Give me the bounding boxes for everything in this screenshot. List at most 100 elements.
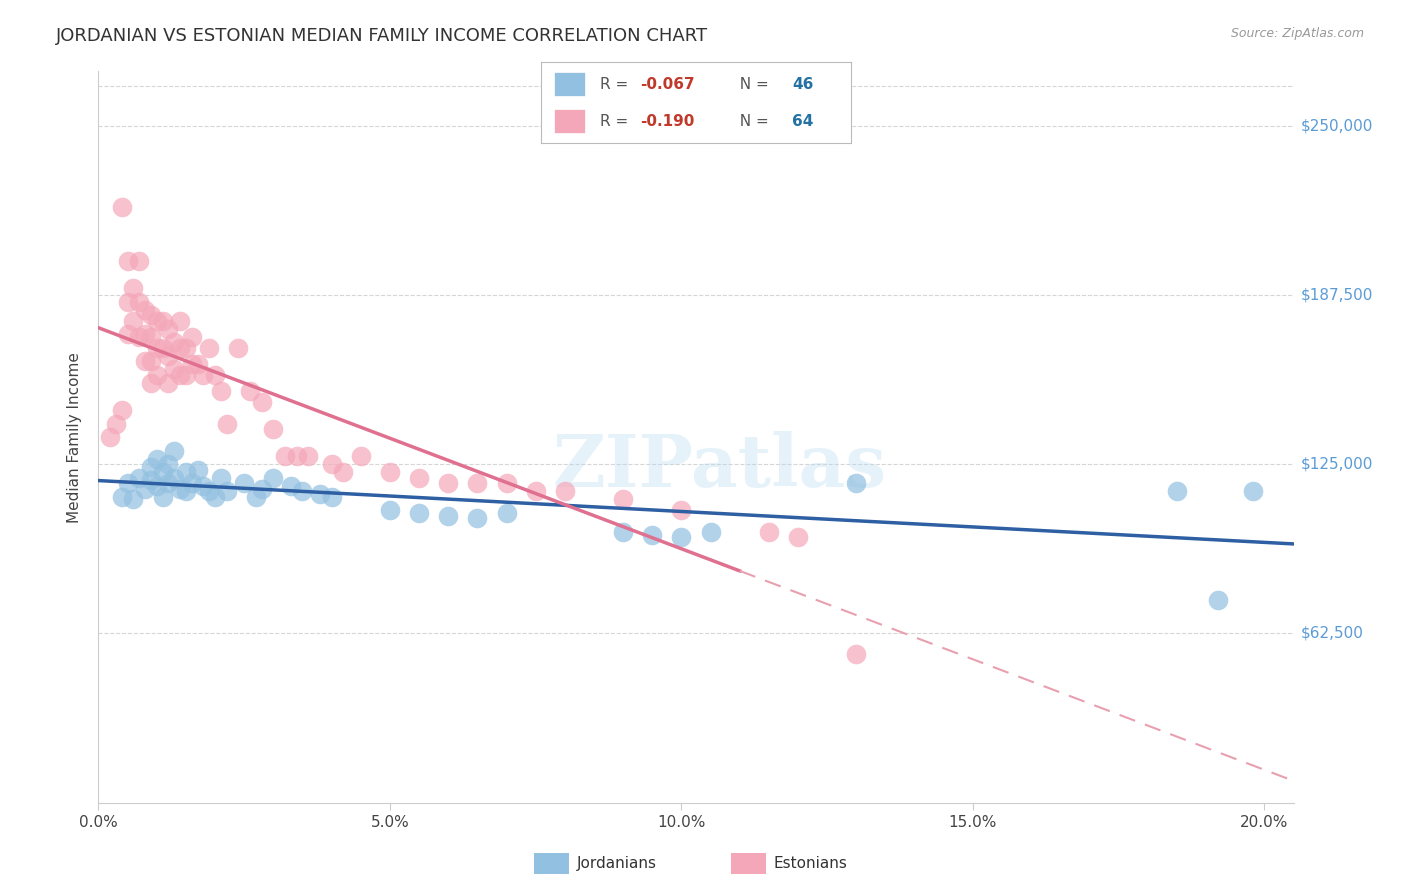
Point	[145, 451, 167, 466]
Point	[193, 368, 215, 382]
Point	[174, 368, 197, 382]
Point	[321, 490, 343, 504]
Point	[122, 492, 145, 507]
Point	[134, 354, 156, 368]
Point	[128, 330, 150, 344]
Point	[152, 465, 174, 479]
Point	[612, 524, 634, 539]
Point	[163, 362, 186, 376]
Point	[180, 357, 202, 371]
Point	[163, 443, 186, 458]
Point	[157, 476, 180, 491]
Point	[174, 465, 197, 479]
Point	[134, 327, 156, 342]
Point	[641, 527, 664, 541]
Point	[437, 476, 460, 491]
Point	[671, 530, 693, 544]
Point	[699, 524, 721, 539]
Point	[280, 479, 302, 493]
Text: Source: ZipAtlas.com: Source: ZipAtlas.com	[1230, 27, 1364, 40]
Point	[437, 508, 460, 523]
Point	[467, 476, 489, 491]
Point	[378, 465, 401, 479]
Point	[139, 459, 162, 474]
Point	[169, 482, 191, 496]
Bar	[554, 109, 585, 133]
Bar	[554, 72, 585, 96]
Point	[209, 384, 232, 398]
Point	[139, 330, 162, 344]
Point	[332, 465, 354, 479]
Point	[157, 457, 180, 471]
Text: Estonians: Estonians	[773, 856, 848, 871]
Point	[204, 368, 226, 382]
Point	[186, 357, 208, 371]
Point	[1206, 592, 1229, 607]
Point	[98, 430, 121, 444]
Point	[309, 487, 332, 501]
Point	[204, 490, 226, 504]
Point	[787, 530, 810, 544]
Point	[152, 341, 174, 355]
Point	[408, 506, 430, 520]
Point	[134, 482, 156, 496]
Point	[157, 349, 180, 363]
Text: JORDANIAN VS ESTONIAN MEDIAN FAMILY INCOME CORRELATION CHART: JORDANIAN VS ESTONIAN MEDIAN FAMILY INCO…	[56, 27, 709, 45]
Point	[139, 376, 162, 390]
Point	[554, 484, 576, 499]
Text: N =: N =	[730, 77, 773, 92]
Point	[117, 476, 139, 491]
Text: Jordanians: Jordanians	[576, 856, 657, 871]
Point	[174, 341, 197, 355]
Point	[495, 476, 517, 491]
Point	[145, 341, 167, 355]
Point	[139, 474, 162, 488]
Text: $125,000: $125,000	[1301, 457, 1372, 472]
Point	[169, 368, 191, 382]
Point	[1166, 484, 1188, 499]
Point	[193, 479, 215, 493]
Point	[378, 503, 401, 517]
Point	[122, 313, 145, 327]
Point	[117, 254, 139, 268]
Point	[671, 503, 693, 517]
Point	[524, 484, 547, 499]
Text: $250,000: $250,000	[1301, 118, 1372, 133]
Point	[274, 449, 297, 463]
Point	[239, 384, 262, 398]
Point	[845, 647, 868, 661]
Point	[215, 417, 238, 431]
Point	[250, 395, 273, 409]
Point	[198, 341, 221, 355]
Point	[285, 449, 308, 463]
Point	[215, 484, 238, 499]
Point	[612, 492, 634, 507]
Point	[228, 341, 250, 355]
Point	[134, 302, 156, 317]
Text: -0.067: -0.067	[640, 77, 695, 92]
Text: R =: R =	[600, 77, 633, 92]
Point	[845, 476, 868, 491]
Point	[174, 484, 197, 499]
Point	[245, 490, 267, 504]
Point	[122, 281, 145, 295]
Point	[152, 490, 174, 504]
Point	[758, 524, 780, 539]
Point	[1241, 484, 1264, 499]
Point	[111, 490, 134, 504]
Text: R =: R =	[600, 113, 633, 128]
Point	[180, 330, 202, 344]
Point	[139, 308, 162, 322]
Point	[145, 368, 167, 382]
Point	[297, 449, 319, 463]
Text: $62,500: $62,500	[1301, 626, 1364, 641]
Point	[163, 471, 186, 485]
Point	[145, 479, 167, 493]
Point	[495, 506, 517, 520]
Point	[209, 471, 232, 485]
Point	[163, 335, 186, 350]
Point	[128, 294, 150, 309]
Point	[117, 294, 139, 309]
Point	[157, 376, 180, 390]
Text: 64: 64	[792, 113, 813, 128]
